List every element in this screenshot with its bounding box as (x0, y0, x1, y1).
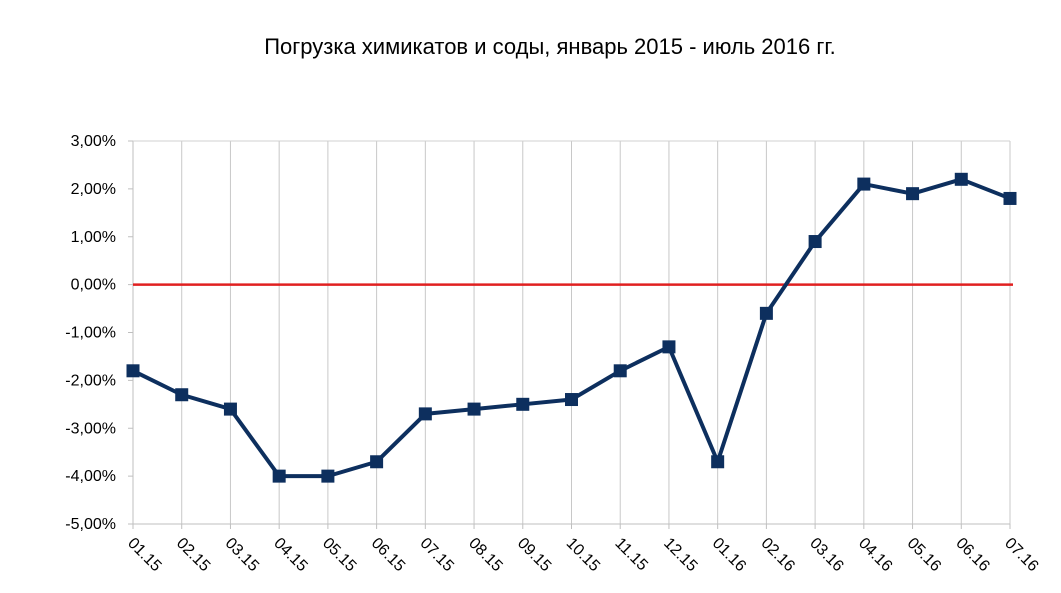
grid-layer (181, 141, 1011, 524)
data-point-marker (565, 393, 578, 407)
x-tick-label: 06.15 (368, 535, 408, 575)
x-tick-label: 05.15 (319, 535, 359, 575)
chart-title: Погрузка химикатов и соды, январь 2015 -… (264, 34, 836, 59)
data-point-marker (906, 187, 920, 201)
x-tick-label: 10.15 (563, 535, 603, 575)
x-tick-label: 01.15 (124, 535, 164, 575)
data-point-marker (662, 340, 676, 354)
x-tick-label: 02.16 (758, 535, 798, 575)
y-tick-label: -2,00% (65, 372, 116, 389)
y-tick-label: -3,00% (65, 420, 116, 437)
x-tick-label: 04.15 (270, 535, 310, 575)
x-tick-label: 12.15 (660, 535, 700, 575)
data-point-marker (370, 455, 384, 469)
x-tick-label: 08.15 (465, 535, 505, 575)
data-point-marker (272, 469, 286, 483)
data-point-marker (1003, 191, 1017, 205)
x-tick-label: 03.15 (222, 535, 262, 575)
y-tick-label: 1,00% (71, 229, 116, 246)
data-point-marker (418, 407, 432, 421)
y-tick-label: -5,00% (65, 516, 116, 533)
x-tick-label: 09.15 (514, 535, 554, 575)
data-point-marker (711, 455, 725, 469)
x-tick-label: 07.16 (1001, 535, 1041, 575)
data-point-marker (321, 469, 335, 483)
data-point-marker (954, 172, 968, 186)
axis-layer (128, 140, 1011, 529)
y-tick-label: -1,00% (65, 325, 116, 342)
data-point-marker (175, 388, 189, 402)
data-point-marker (857, 177, 871, 191)
y-tick-label: 2,00% (71, 181, 116, 198)
x-tick-label: 06.16 (952, 535, 992, 575)
x-tick-label: 05.16 (904, 535, 944, 575)
series-layer (126, 172, 1017, 483)
data-point-marker (223, 402, 237, 416)
data-point-marker (126, 364, 140, 378)
x-tick-label: 03.16 (806, 535, 846, 575)
y-tick-label: -4,00% (65, 468, 116, 485)
x-tick-label: 04.16 (855, 535, 895, 575)
x-tick-label: 07.15 (417, 535, 457, 575)
x-tick-label: 11.15 (611, 535, 651, 575)
x-tick-label: 02.15 (173, 535, 213, 575)
label-layer: 3,00% 2,00% 1,00% 0,00% -1,00% -2,00% -3,00% -4… (65, 133, 1041, 575)
y-tick-label: 3,00% (71, 133, 116, 150)
data-point-marker (516, 397, 530, 411)
x-tick-label: 01.16 (709, 535, 749, 575)
data-point-marker (808, 235, 822, 249)
data-point-marker (613, 364, 627, 378)
data-point-marker (759, 306, 773, 320)
data-point-marker (467, 402, 481, 416)
y-tick-label: 0,00% (71, 277, 116, 294)
